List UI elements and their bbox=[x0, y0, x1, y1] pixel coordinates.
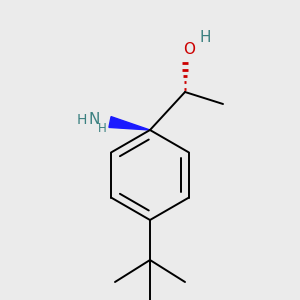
Text: N: N bbox=[88, 112, 100, 128]
Text: O: O bbox=[183, 43, 195, 58]
Text: H: H bbox=[98, 122, 106, 136]
Polygon shape bbox=[109, 117, 150, 130]
Text: H: H bbox=[77, 113, 87, 127]
Text: H: H bbox=[199, 31, 211, 46]
